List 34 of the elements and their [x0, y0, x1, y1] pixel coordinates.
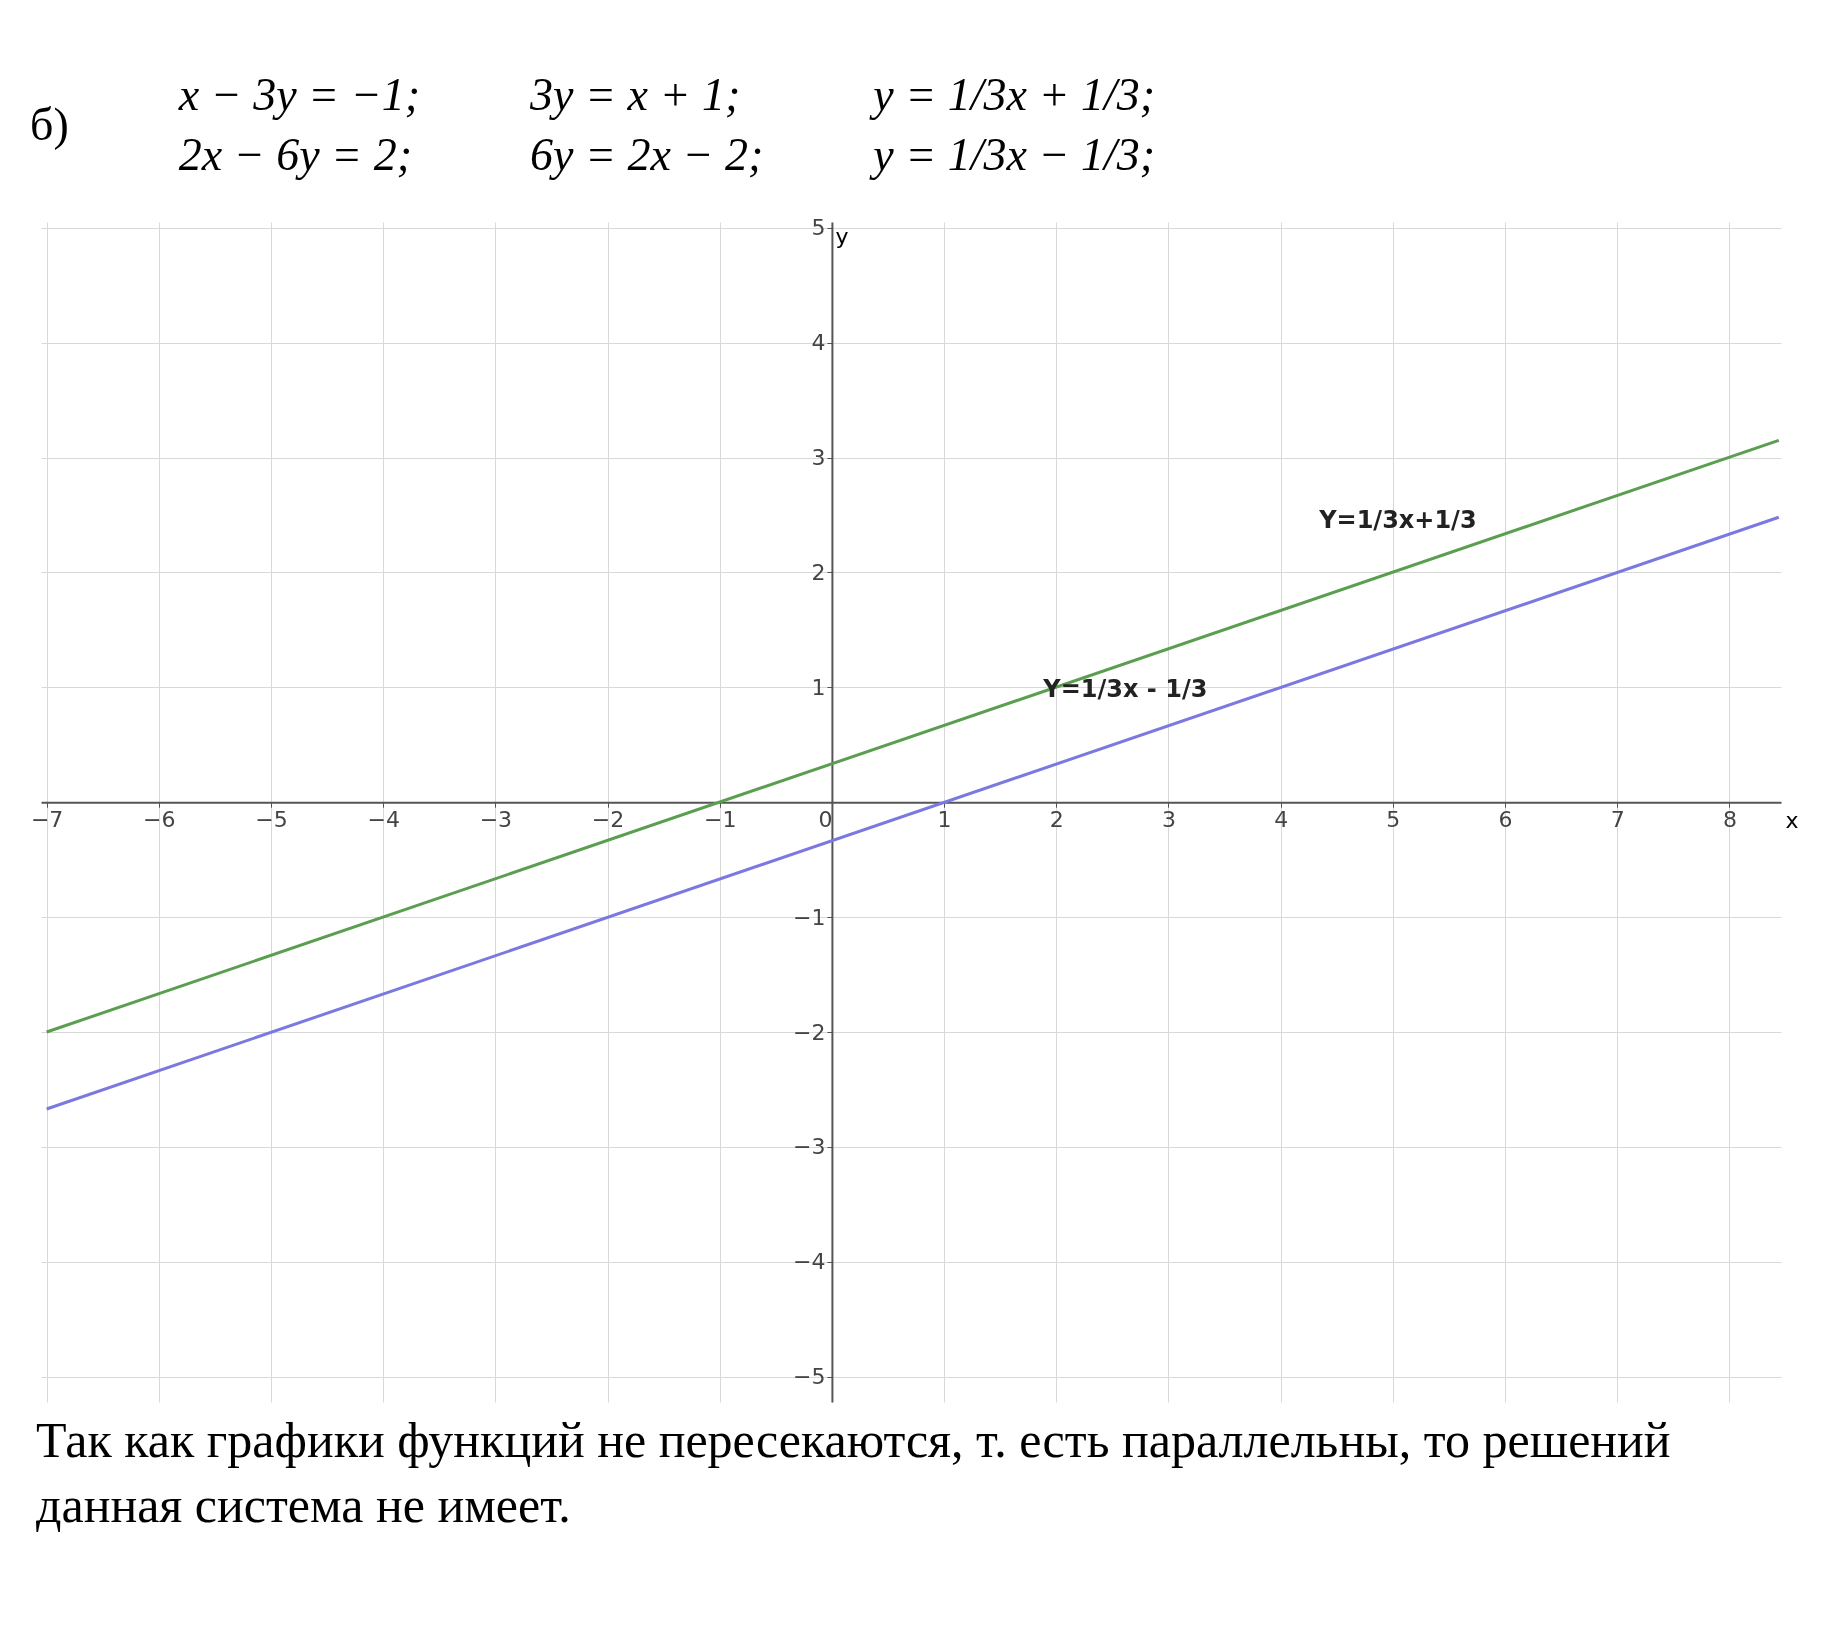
x-tick-label: 7 [1610, 806, 1625, 832]
x-tick-label: −4 [367, 806, 400, 832]
y-axis-title: y [835, 223, 849, 249]
x-tick-label: 2 [1049, 806, 1064, 832]
x-tick-label: 1 [937, 806, 952, 832]
y-tick-label: −4 [792, 1249, 826, 1275]
text: x − 3y = −1; 2x − 6y = 2; [178, 68, 421, 182]
x-tick-label: 8 [1722, 806, 1737, 832]
x-tick-label: −7 [30, 806, 64, 832]
y-tick-label: 1 [811, 674, 826, 700]
x-tick-label: −6 [143, 806, 176, 832]
x-tick-label: −2 [591, 806, 625, 832]
x-axis-title: x [1785, 807, 1799, 833]
x-tick-label: 0 [818, 806, 833, 832]
x-tick-label: −1 [704, 806, 737, 832]
y-tick-label: 3 [811, 445, 826, 471]
x-tick-label: 6 [1498, 806, 1513, 832]
x-tick-label: −3 [479, 806, 513, 832]
y-tick-label: 5 [811, 215, 826, 241]
text: 3y = x + 1; 6y = 2x − 2; [530, 68, 764, 182]
y-tick-label: 2 [811, 559, 826, 585]
x-tick-label: 4 [1274, 806, 1289, 832]
y-tick-label: −2 [792, 1019, 826, 1045]
annotation: Y=1/3x - 1/3 [1042, 675, 1208, 704]
y-tick-label: 4 [811, 330, 826, 356]
text: б) [30, 98, 69, 153]
y-tick-label: −5 [792, 1364, 826, 1390]
y-tick-label: −1 [792, 904, 826, 930]
annotation: Y=1/3x+1/3 [1318, 506, 1477, 535]
text: Так как графики функций не пересекаются, т. есть параллельны, то решений данная система не имеет. [35, 1411, 1672, 1535]
y-tick-label: −3 [792, 1134, 826, 1160]
x-tick-label: 3 [1161, 806, 1176, 832]
x-tick-label: 5 [1386, 806, 1401, 832]
x-tick-label: −5 [255, 806, 288, 832]
